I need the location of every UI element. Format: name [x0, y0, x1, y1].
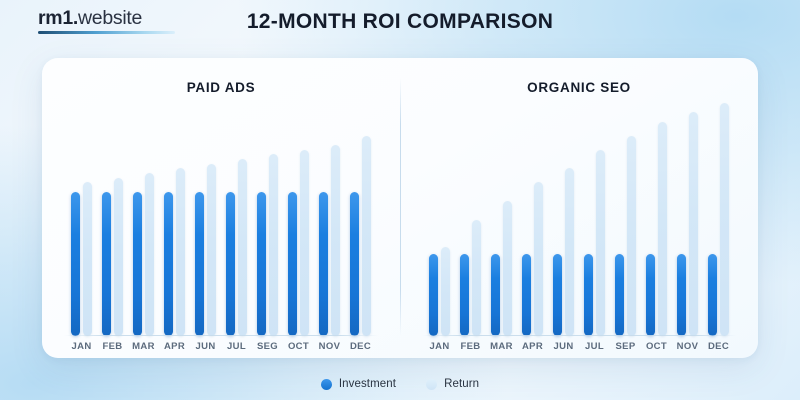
bar-return: [658, 122, 667, 336]
bar-investment: [708, 254, 717, 336]
panel-paid-ads: PAID ADS JANFEBMARAPRJUNJULSEGOCTNOVDEC: [42, 58, 400, 358]
bar-return: [83, 182, 92, 336]
bar-investment: [350, 192, 359, 336]
bar-investment: [102, 192, 111, 336]
bar-investment: [195, 192, 204, 336]
bar-return: [331, 145, 340, 336]
x-axis-tick: JAN: [424, 336, 455, 358]
x-axis-tick: OCT: [641, 336, 672, 358]
bar-group: [128, 103, 159, 336]
bar-return: [176, 168, 185, 336]
bar-group: [672, 103, 703, 336]
bar-group: [548, 103, 579, 336]
bar-group: [455, 103, 486, 336]
bar-return: [627, 136, 636, 336]
bar-return: [269, 154, 278, 336]
x-axis-tick: NOV: [672, 336, 703, 358]
legend-item-return: Return: [426, 378, 479, 390]
legend-item-investment: Investment: [321, 378, 396, 390]
bar-return: [441, 247, 450, 336]
bar-group: [641, 103, 672, 336]
bar-investment: [491, 254, 500, 336]
panel-title-paid-ads: PAID ADS: [60, 80, 382, 95]
bar-return: [720, 103, 729, 336]
bar-group: [703, 103, 734, 336]
bar-group: [579, 103, 610, 336]
bar-return: [145, 173, 154, 336]
bar-investment: [646, 254, 655, 336]
legend-label-return: Return: [444, 378, 479, 390]
x-axis-tick: JUL: [221, 336, 252, 358]
bar-investment: [319, 192, 328, 336]
x-axis-tick: MAR: [486, 336, 517, 358]
bar-group: [314, 103, 345, 336]
bar-return: [362, 136, 371, 336]
x-axis-tick: DEC: [703, 336, 734, 358]
bar-return: [503, 201, 512, 336]
x-axis-tick: JUN: [548, 336, 579, 358]
bar-investment: [615, 254, 624, 336]
bar-group: [252, 103, 283, 336]
bar-group: [610, 103, 641, 336]
bar-return: [596, 150, 605, 336]
x-axis-tick: SEG: [252, 336, 283, 358]
chart-legend: Investment Return: [0, 378, 800, 390]
bar-group: [517, 103, 548, 336]
bar-investment: [164, 192, 173, 336]
bar-group: [424, 103, 455, 336]
x-axis-organic-seo: JANFEBMARAPRJUNJULSEPOCTNOVDEC: [418, 336, 740, 358]
infographic-canvas: rm1.website 12-MONTH ROI COMPARISON PAID…: [0, 0, 800, 400]
legend-label-investment: Investment: [339, 378, 396, 390]
x-axis-tick: APR: [159, 336, 190, 358]
bar-return: [238, 159, 247, 336]
bar-return: [300, 150, 309, 336]
x-axis-tick: OCT: [283, 336, 314, 358]
bar-group: [221, 103, 252, 336]
bar-return: [689, 112, 698, 336]
legend-swatch-return-icon: [426, 379, 437, 390]
bar-group: [486, 103, 517, 336]
bar-investment: [584, 254, 593, 336]
bar-investment: [133, 192, 142, 336]
x-axis-paid-ads: JANFEBMARAPRJUNJULSEGOCTNOVDEC: [60, 336, 382, 358]
bar-investment: [522, 254, 531, 336]
panel-organic-seo: ORGANIC SEO JANFEBMARAPRJUNJULSEPOCTNOVD…: [400, 58, 758, 358]
bar-investment: [553, 254, 562, 336]
bar-return: [534, 182, 543, 336]
bar-investment: [226, 192, 235, 336]
charts-card: PAID ADS JANFEBMARAPRJUNJULSEGOCTNOVDEC …: [42, 58, 758, 358]
bar-investment: [429, 254, 438, 336]
bar-investment: [257, 192, 266, 336]
x-axis-tick: SEP: [610, 336, 641, 358]
bar-group: [66, 103, 97, 336]
x-axis-tick: APR: [517, 336, 548, 358]
bar-investment: [288, 192, 297, 336]
bar-investment: [460, 254, 469, 336]
x-axis-tick: DEC: [345, 336, 376, 358]
x-axis-tick: JAN: [66, 336, 97, 358]
x-axis-tick: MAR: [128, 336, 159, 358]
bar-return: [207, 164, 216, 336]
page-title: 12-MONTH ROI COMPARISON: [0, 10, 800, 34]
bar-group: [159, 103, 190, 336]
bar-return: [565, 168, 574, 336]
x-axis-tick: FEB: [455, 336, 486, 358]
bar-investment: [71, 192, 80, 336]
legend-swatch-investment-icon: [321, 379, 332, 390]
x-axis-tick: JUL: [579, 336, 610, 358]
x-axis-tick: FEB: [97, 336, 128, 358]
bar-group: [345, 103, 376, 336]
bar-investment: [677, 254, 686, 336]
chart-paid-ads: [60, 103, 382, 336]
x-axis-tick: JUN: [190, 336, 221, 358]
bar-group: [97, 103, 128, 336]
bar-group: [190, 103, 221, 336]
chart-organic-seo: [418, 103, 740, 336]
bar-return: [114, 178, 123, 336]
bar-return: [472, 220, 481, 337]
bar-group: [283, 103, 314, 336]
panel-title-organic-seo: ORGANIC SEO: [418, 80, 740, 95]
x-axis-tick: NOV: [314, 336, 345, 358]
